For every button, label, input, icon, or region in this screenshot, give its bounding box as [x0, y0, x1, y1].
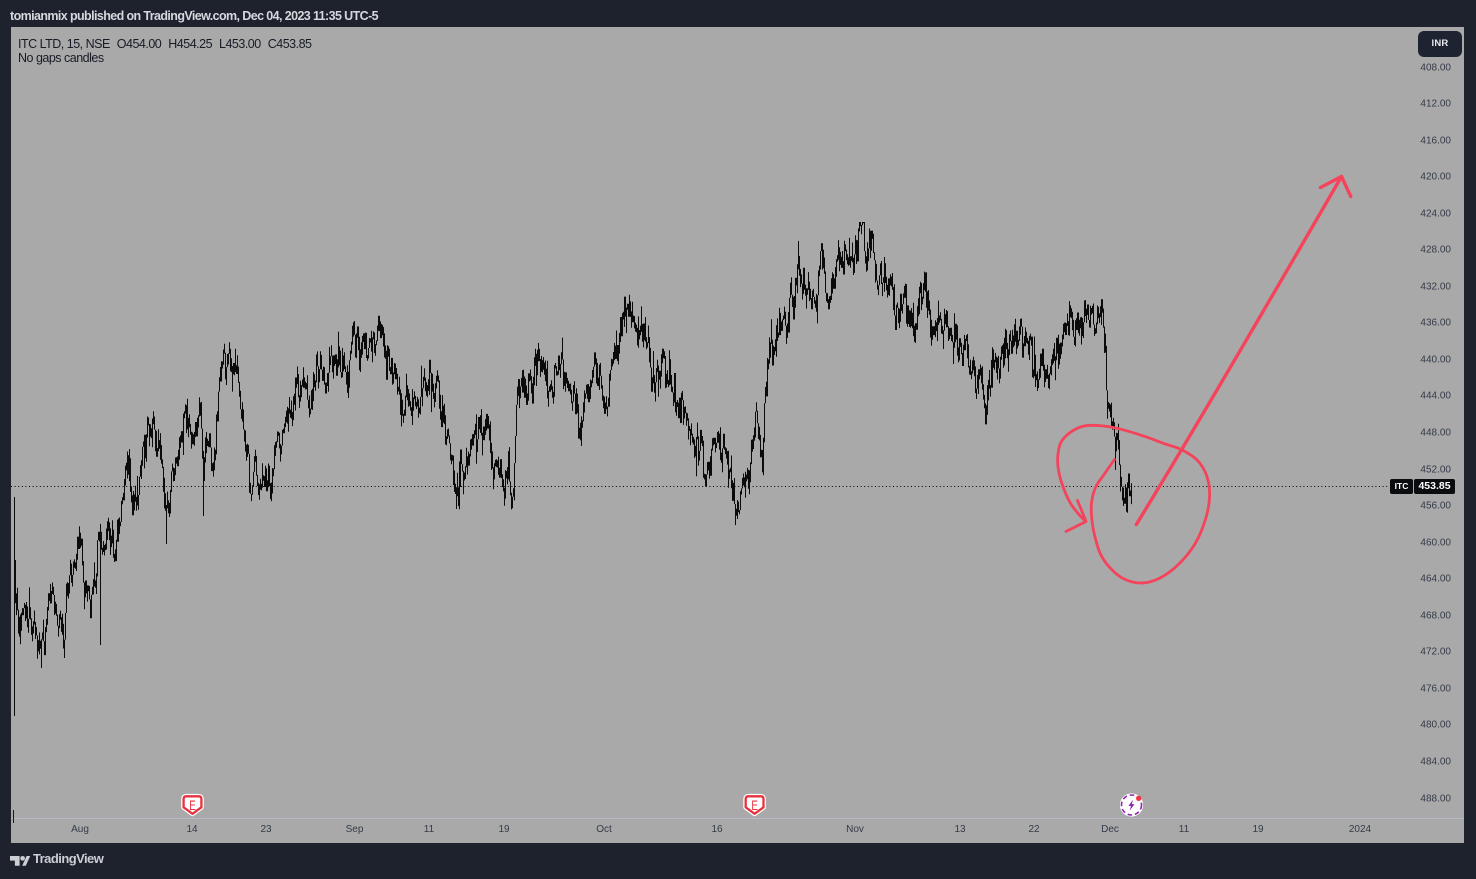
- svg-text:E: E: [751, 799, 758, 814]
- svg-text:E: E: [189, 799, 196, 814]
